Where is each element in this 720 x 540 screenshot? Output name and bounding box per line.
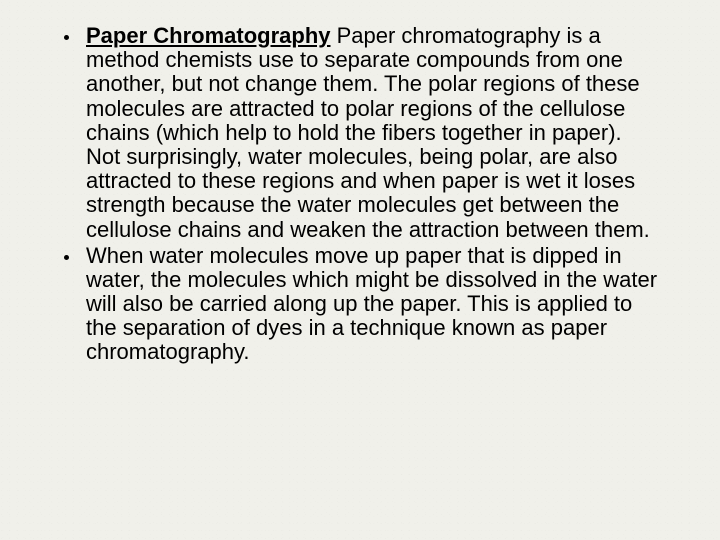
paragraph: Paper Chromatography Paper chromatograph… xyxy=(86,24,660,242)
body-text: When water molecules move up paper that … xyxy=(86,243,657,365)
list-item: When water molecules move up paper that … xyxy=(60,244,660,365)
body-text: Paper chromatography is a method chemist… xyxy=(86,23,650,242)
paragraph: When water molecules move up paper that … xyxy=(86,244,660,365)
bullet-icon xyxy=(64,255,69,260)
bullet-list: Paper Chromatography Paper chromatograph… xyxy=(60,24,660,365)
bullet-icon xyxy=(64,35,69,40)
heading-text: Paper Chromatography xyxy=(86,23,331,48)
list-item: Paper Chromatography Paper chromatograph… xyxy=(60,24,660,242)
